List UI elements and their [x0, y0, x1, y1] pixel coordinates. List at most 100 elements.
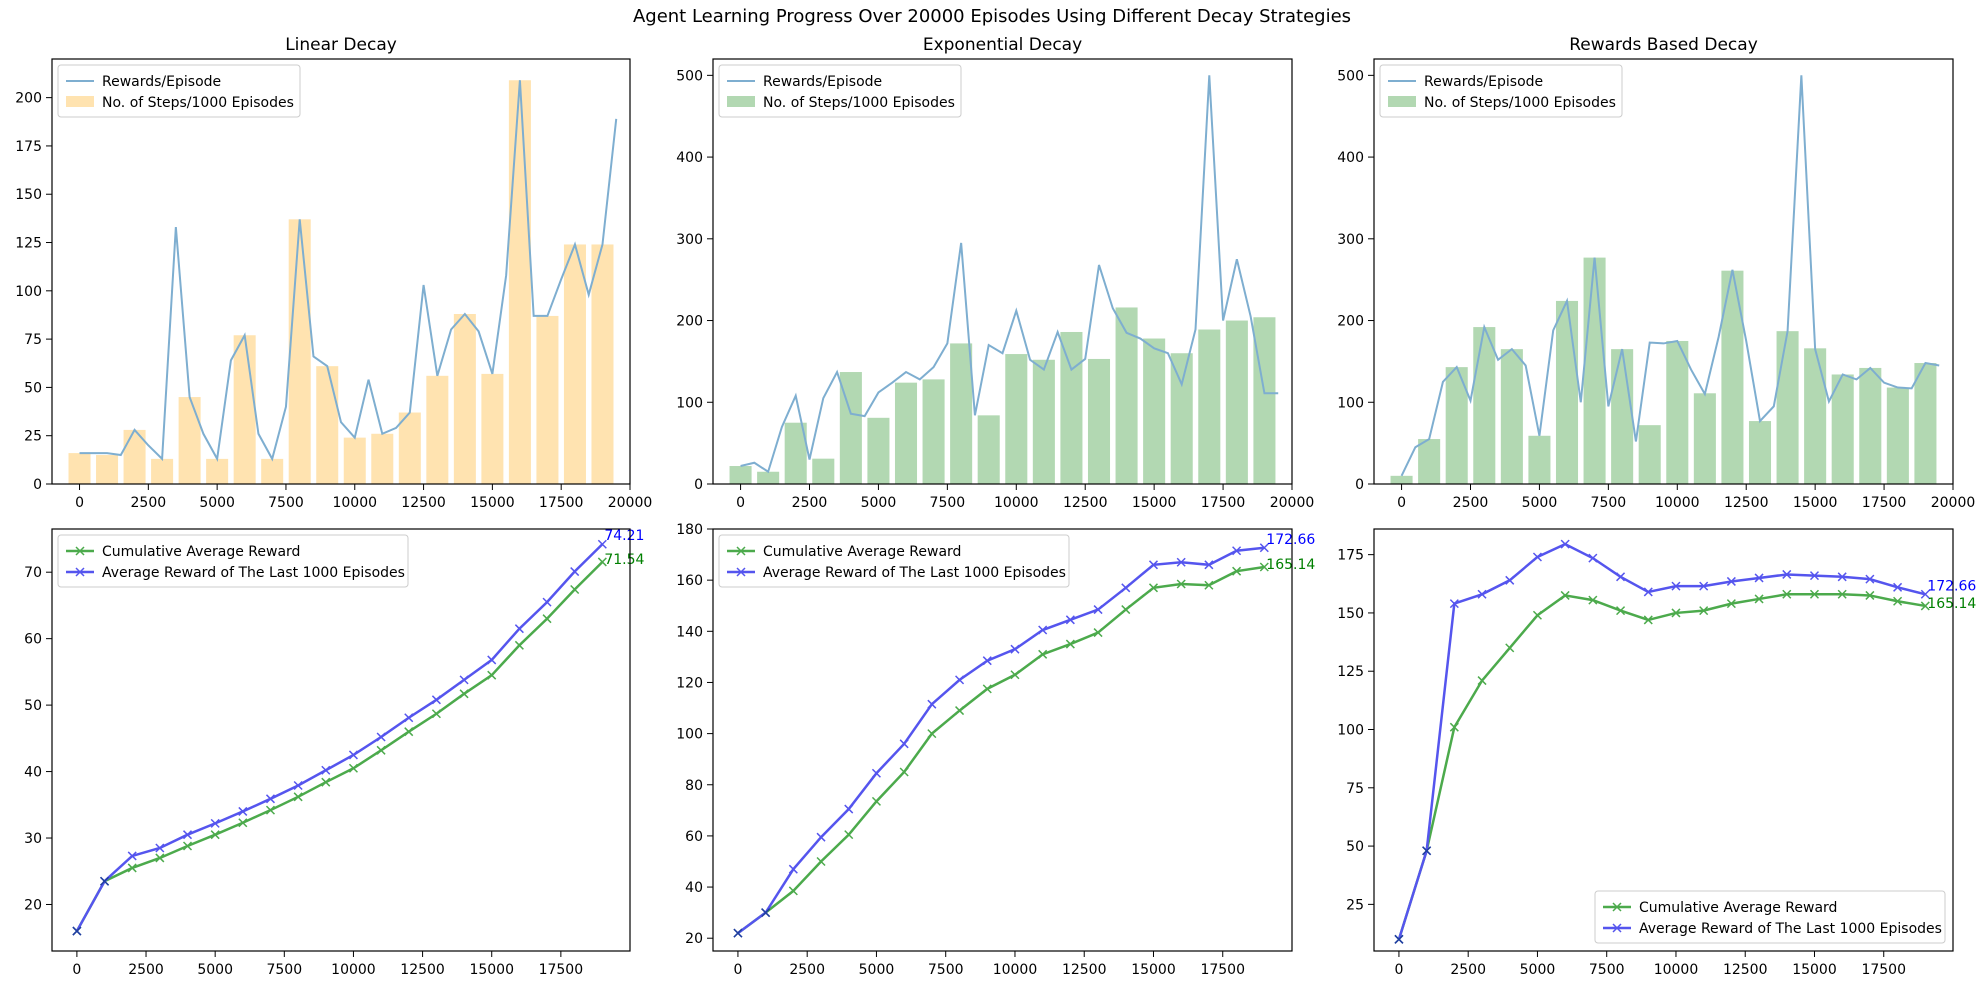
y-tick-label: 500	[676, 68, 703, 84]
series-marker	[1726, 576, 1736, 586]
bar	[1804, 348, 1827, 484]
y-tick-label: 100	[1337, 395, 1364, 411]
series-marker	[1643, 587, 1653, 597]
x-tick-label: 17500	[1201, 495, 1246, 511]
series-marker	[431, 709, 441, 719]
bar	[729, 466, 752, 484]
y-tick-label: 50	[24, 698, 42, 714]
series-marker	[1588, 595, 1598, 605]
series-marker	[1865, 574, 1875, 584]
series-marker	[816, 856, 826, 867]
x-tick-label: 15000	[1792, 962, 1837, 978]
series-marker	[1699, 581, 1709, 591]
legend-label: Average Reward of The Last 1000 Episodes	[102, 565, 405, 581]
y-tick-label: 125	[1337, 664, 1364, 680]
series-marker	[487, 670, 497, 680]
series-marker	[1671, 581, 1681, 591]
series-line-1	[1397, 593, 1926, 940]
y-tick-label: 150	[1337, 606, 1364, 622]
legend-bar-swatch	[66, 96, 94, 107]
bar	[563, 244, 586, 484]
legend-box	[718, 534, 1070, 588]
series-marker	[404, 727, 414, 737]
y-tick-label: 80	[685, 778, 703, 794]
legend-label: Cumulative Average Reward	[763, 544, 961, 560]
series-marker	[871, 768, 881, 778]
axes-frame	[712, 528, 1293, 952]
legend-box	[1379, 64, 1623, 118]
bar	[123, 429, 146, 484]
y-tick-label: 180	[676, 522, 703, 538]
series-marker	[514, 640, 524, 650]
bar	[426, 375, 449, 484]
bar	[1253, 317, 1276, 484]
series-marker	[1616, 572, 1626, 582]
chart-panel-1: Linear Decay 0 2500 5000 7500 10000 12500 15000…	[15, 35, 652, 511]
x-tick-label: 15000	[470, 495, 515, 511]
y-tick-label: 175	[15, 139, 42, 155]
series-marker	[1176, 579, 1186, 589]
series-marker	[72, 926, 82, 936]
y-tick-label: 100	[676, 395, 703, 411]
bar	[1776, 331, 1799, 484]
series-marker	[293, 780, 303, 791]
y-tick-label: 200	[1337, 314, 1364, 330]
bar	[894, 382, 918, 484]
x-tick-label: 7500	[1589, 962, 1625, 978]
end-value-label: 165.14	[1266, 557, 1315, 573]
series-marker	[1065, 639, 1075, 649]
series-marker	[1232, 566, 1242, 576]
series-marker	[1671, 608, 1681, 618]
series-marker	[1394, 934, 1404, 944]
series-marker	[1038, 625, 1048, 635]
bar	[1914, 363, 1937, 484]
bar	[867, 417, 890, 484]
series-marker	[1532, 610, 1542, 620]
series-marker	[1532, 552, 1542, 562]
series-marker	[982, 684, 992, 694]
series-marker	[1588, 553, 1598, 563]
series-line-2	[737, 546, 1265, 935]
end-value-label: 71.54	[604, 552, 644, 568]
series-marker	[348, 763, 358, 773]
bar	[481, 373, 504, 484]
x-tick-label: 7500	[1591, 495, 1627, 511]
x-tick-label: 12500	[1724, 495, 1769, 511]
series-marker	[927, 699, 937, 709]
rewards-line	[740, 75, 1279, 474]
y-tick-label: 400	[676, 150, 703, 166]
series-marker	[321, 777, 331, 787]
series-marker	[1148, 560, 1159, 570]
x-tick-label: 15000	[1132, 495, 1177, 511]
x-tick-label: 20000	[1931, 495, 1976, 511]
x-tick-label: 10000	[993, 962, 1038, 978]
x-tick-label: 5000	[1520, 962, 1556, 978]
bar	[1445, 367, 1468, 484]
y-tick-label: 50	[1346, 839, 1364, 855]
bar	[206, 458, 229, 484]
y-tick-label: 125	[15, 236, 42, 252]
series-marker	[321, 765, 331, 775]
series-marker	[1176, 557, 1186, 567]
bar	[536, 315, 559, 484]
bar	[1748, 421, 1772, 484]
x-tick-label: 17500	[1200, 962, 1245, 978]
bar	[288, 219, 311, 484]
bar	[1721, 270, 1744, 484]
axes-frame	[51, 528, 631, 952]
series-marker	[1754, 573, 1764, 583]
x-tick-label: 0	[1397, 495, 1406, 511]
legend-label: Cumulative Average Reward	[102, 544, 300, 560]
x-tick-label: 5000	[199, 495, 235, 511]
y-tick-label: 100	[15, 284, 42, 300]
legend-marker	[736, 546, 746, 556]
y-tick-label: 25	[1346, 897, 1364, 913]
series-marker	[459, 689, 469, 699]
bar	[1859, 367, 1882, 484]
rewards-line	[79, 80, 618, 463]
series-marker	[265, 794, 276, 804]
bar	[261, 458, 284, 484]
legend-label: No. of Steps/1000 Episodes	[763, 95, 955, 111]
series-marker	[1782, 589, 1792, 599]
axes-frame	[1373, 58, 1954, 485]
